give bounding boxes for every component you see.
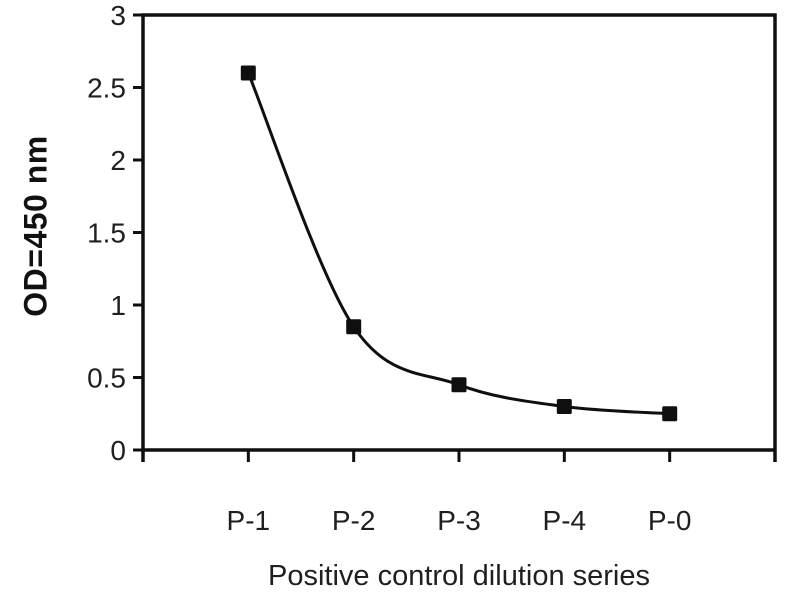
series-line [246,72,670,416]
y-tick-label: 1.5 [87,218,126,249]
y-tick-label: 1 [110,290,126,321]
x-axis-title: Positive control dilution series [267,560,650,592]
x-category-label: P-0 [648,505,692,536]
data-point-marker [451,377,467,393]
data-point-marker [556,399,572,414]
x-category-label: P-1 [227,505,271,536]
x-category-label: P-2 [332,505,376,536]
x-category-label: P-3 [437,505,481,536]
data-point-marker [240,65,256,81]
data-point-marker [662,406,678,422]
data-point-marker [346,319,362,335]
y-axis-title: OD=450 nm [17,135,54,317]
x-category-label: P-4 [543,505,587,536]
y-tick-label: 0 [110,435,126,466]
y-tick-label: 2 [110,145,126,176]
y-tick-label: 2.5 [87,73,126,104]
y-tick-label: 3 [110,0,126,31]
plot-border [141,13,777,462]
y-tick-label: 0.5 [87,363,126,394]
